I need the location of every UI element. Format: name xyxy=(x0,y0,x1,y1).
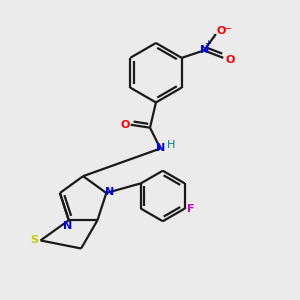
Text: O: O xyxy=(121,120,130,130)
Text: N: N xyxy=(200,45,209,55)
Text: O: O xyxy=(225,55,235,65)
Text: O: O xyxy=(217,26,226,36)
Text: F: F xyxy=(188,204,195,214)
Text: −: − xyxy=(223,24,232,34)
Text: N: N xyxy=(156,143,166,153)
Text: H: H xyxy=(167,140,175,150)
Text: S: S xyxy=(31,235,39,245)
Text: N: N xyxy=(105,187,115,196)
Text: +: + xyxy=(204,39,211,48)
Text: N: N xyxy=(63,221,72,231)
